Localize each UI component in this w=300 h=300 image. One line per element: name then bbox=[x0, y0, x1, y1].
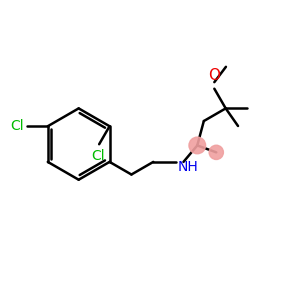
Text: O: O bbox=[208, 68, 220, 83]
Text: NH: NH bbox=[178, 160, 198, 174]
Text: Cl: Cl bbox=[11, 118, 24, 133]
Circle shape bbox=[189, 137, 206, 154]
Text: Cl: Cl bbox=[91, 149, 104, 163]
Circle shape bbox=[209, 145, 224, 160]
